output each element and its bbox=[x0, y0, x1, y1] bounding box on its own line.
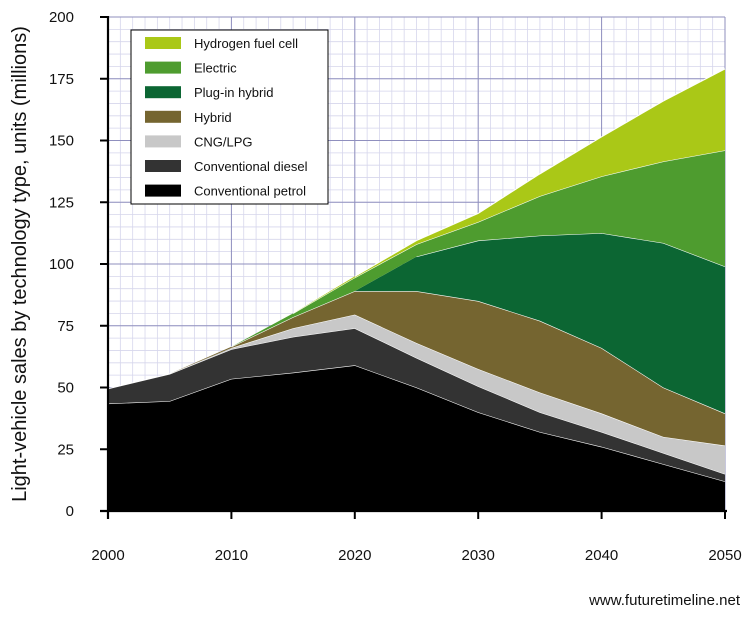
y-tick-label: 0 bbox=[66, 503, 74, 520]
x-tick-label: 2020 bbox=[338, 547, 371, 564]
legend-label: Hybrid bbox=[194, 110, 232, 125]
area-hybrid bbox=[108, 291, 725, 446]
legend-swatch bbox=[145, 184, 181, 197]
series-areas bbox=[107, 68, 726, 511]
site-credit[interactable]: www.futuretimeline.net bbox=[589, 592, 740, 609]
area-plug-in-hybrid bbox=[108, 233, 725, 414]
area-electric bbox=[108, 150, 725, 389]
y-tick-label: 100 bbox=[49, 256, 74, 273]
y-tick-label: 50 bbox=[57, 380, 74, 397]
legend-swatch bbox=[145, 61, 181, 74]
area-conventional-petrol bbox=[108, 365, 725, 511]
legend-swatch bbox=[145, 160, 181, 172]
area-conventional-diesel bbox=[108, 328, 725, 482]
area-boundary bbox=[354, 68, 726, 277]
legend: Hydrogen fuel cell Electric Plug-in hybrid… bbox=[130, 29, 329, 205]
y-tick-labels: 0 25 50 75 100 125 150 175 200 bbox=[49, 9, 74, 520]
y-tick-label: 125 bbox=[49, 194, 74, 211]
area-cng-lpg bbox=[108, 314, 725, 474]
legend-label: CNG/LPG bbox=[194, 134, 253, 149]
x-tick-label: 2030 bbox=[462, 547, 495, 564]
legend-label: Hydrogen fuel cell bbox=[194, 36, 298, 51]
legend-swatch bbox=[145, 110, 181, 123]
axes bbox=[100, 16, 727, 519]
legend-label: Conventional diesel bbox=[194, 159, 308, 174]
legend-label: Conventional petrol bbox=[194, 184, 306, 199]
legend-swatch bbox=[145, 86, 181, 99]
y-tick-label: 75 bbox=[57, 318, 74, 335]
x-tick-labels: 2000 2010 2020 2030 2040 2050 bbox=[91, 547, 741, 564]
x-tick-label: 2010 bbox=[215, 547, 248, 564]
legend-swatch bbox=[145, 37, 181, 49]
legend-label: Plug-in hybrid bbox=[194, 85, 274, 100]
y-tick-label: 200 bbox=[49, 9, 74, 26]
y-tick-label: 25 bbox=[57, 441, 74, 458]
y-axis-label: Light-vehicle sales by technology type, … bbox=[9, 26, 31, 502]
legend-label: Electric bbox=[194, 61, 237, 76]
y-tick-label: 150 bbox=[49, 133, 74, 150]
x-tick-label: 2000 bbox=[91, 547, 124, 564]
y-tick-label: 175 bbox=[49, 71, 74, 88]
legend-swatch bbox=[145, 135, 181, 148]
x-tick-label: 2040 bbox=[585, 547, 618, 564]
x-tick-label: 2050 bbox=[708, 547, 741, 564]
